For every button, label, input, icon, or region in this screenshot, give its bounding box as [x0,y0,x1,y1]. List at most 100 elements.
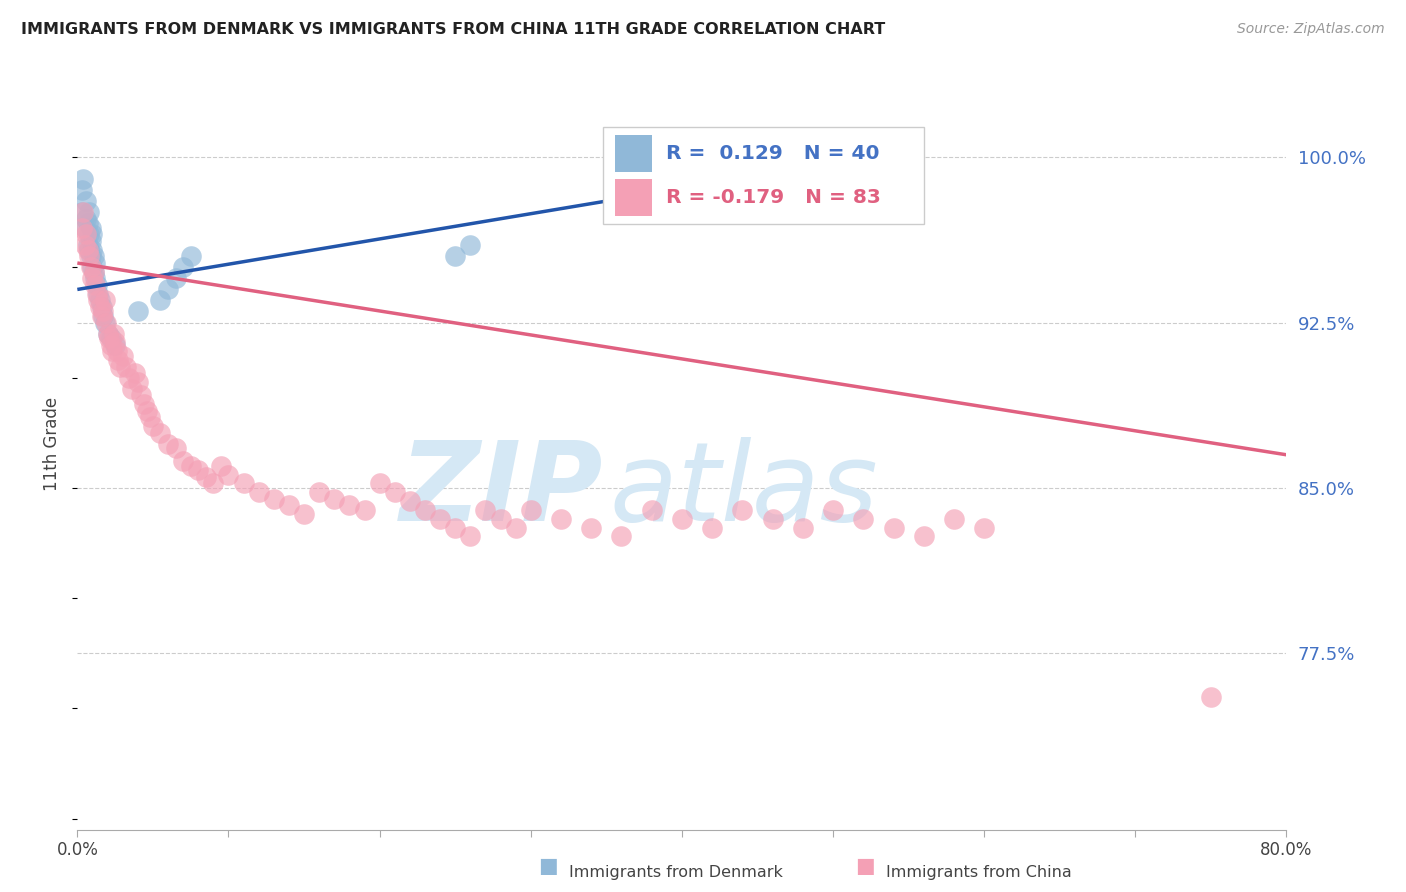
Point [77,216,100,230]
Point [399,494,422,508]
Point [104,337,127,351]
Point [489,512,512,526]
Point [86,286,108,301]
Point [413,503,436,517]
Point [852,150,875,164]
Point [172,454,194,468]
Point [70,220,93,235]
Text: ZIP: ZIP [399,436,603,543]
Point [73,220,96,235]
Point [520,503,543,517]
Point [121,382,143,396]
Point [702,520,724,534]
Point [292,508,315,522]
Point [157,436,180,450]
Point [194,470,217,484]
Point [89,293,111,308]
Point [96,326,118,341]
Point [93,293,115,308]
Point [180,458,202,473]
Point [77,238,100,252]
Point [73,238,96,252]
Point [278,499,301,513]
Point [80,249,103,263]
Point [671,512,693,526]
Text: Immigrants from China: Immigrants from China [886,865,1071,880]
Point [218,467,240,482]
Point [83,265,105,279]
FancyBboxPatch shape [616,179,652,217]
Point [149,293,172,308]
Point [973,520,995,534]
Point [149,425,172,440]
Point [209,458,232,473]
Point [132,397,155,411]
Point [96,326,118,341]
Point [821,503,844,517]
Point [444,249,467,263]
Point [792,520,814,534]
Point [77,243,100,257]
Point [79,249,101,263]
Point [458,529,481,543]
Point [165,271,187,285]
Point [83,265,105,279]
Point [87,293,110,308]
Point [180,249,202,263]
Point [127,304,149,318]
Point [429,512,451,526]
Point [70,183,93,197]
Point [1199,690,1222,705]
Point [581,520,603,534]
Point [323,491,346,506]
Point [135,403,157,417]
Point [505,520,527,534]
Point [368,476,391,491]
Point [114,359,136,374]
Point [84,278,107,293]
Point [82,271,104,285]
Point [98,331,121,345]
Point [912,529,935,543]
Point [84,256,107,270]
Point [883,520,905,534]
Point [72,172,94,186]
Point [75,194,97,209]
Point [474,503,496,517]
Point [103,326,125,341]
Point [263,491,285,506]
Point [87,286,110,301]
Point [80,260,103,275]
Point [232,476,254,491]
Point [139,410,162,425]
Point [127,375,149,389]
Point [91,309,114,323]
Point [79,205,101,219]
Text: atlas: atlas [609,436,877,543]
Point [80,234,103,248]
Point [72,205,94,219]
Point [82,227,104,242]
Text: R =  0.129   N = 40: R = 0.129 N = 40 [666,144,880,163]
Point [384,485,406,500]
Point [124,366,146,380]
Point [82,260,104,275]
Point [353,503,375,517]
Point [187,463,209,477]
Point [100,337,122,351]
Point [89,300,111,314]
Point [111,349,134,363]
Point [852,512,875,526]
Point [84,271,107,285]
Point [90,300,112,314]
Point [837,150,859,164]
Point [142,419,165,434]
Point [100,331,122,345]
Point [165,441,187,455]
Point [104,335,127,350]
Point [458,238,481,252]
Point [157,282,180,296]
Point [129,388,152,402]
Point [731,503,754,517]
Point [86,278,108,293]
